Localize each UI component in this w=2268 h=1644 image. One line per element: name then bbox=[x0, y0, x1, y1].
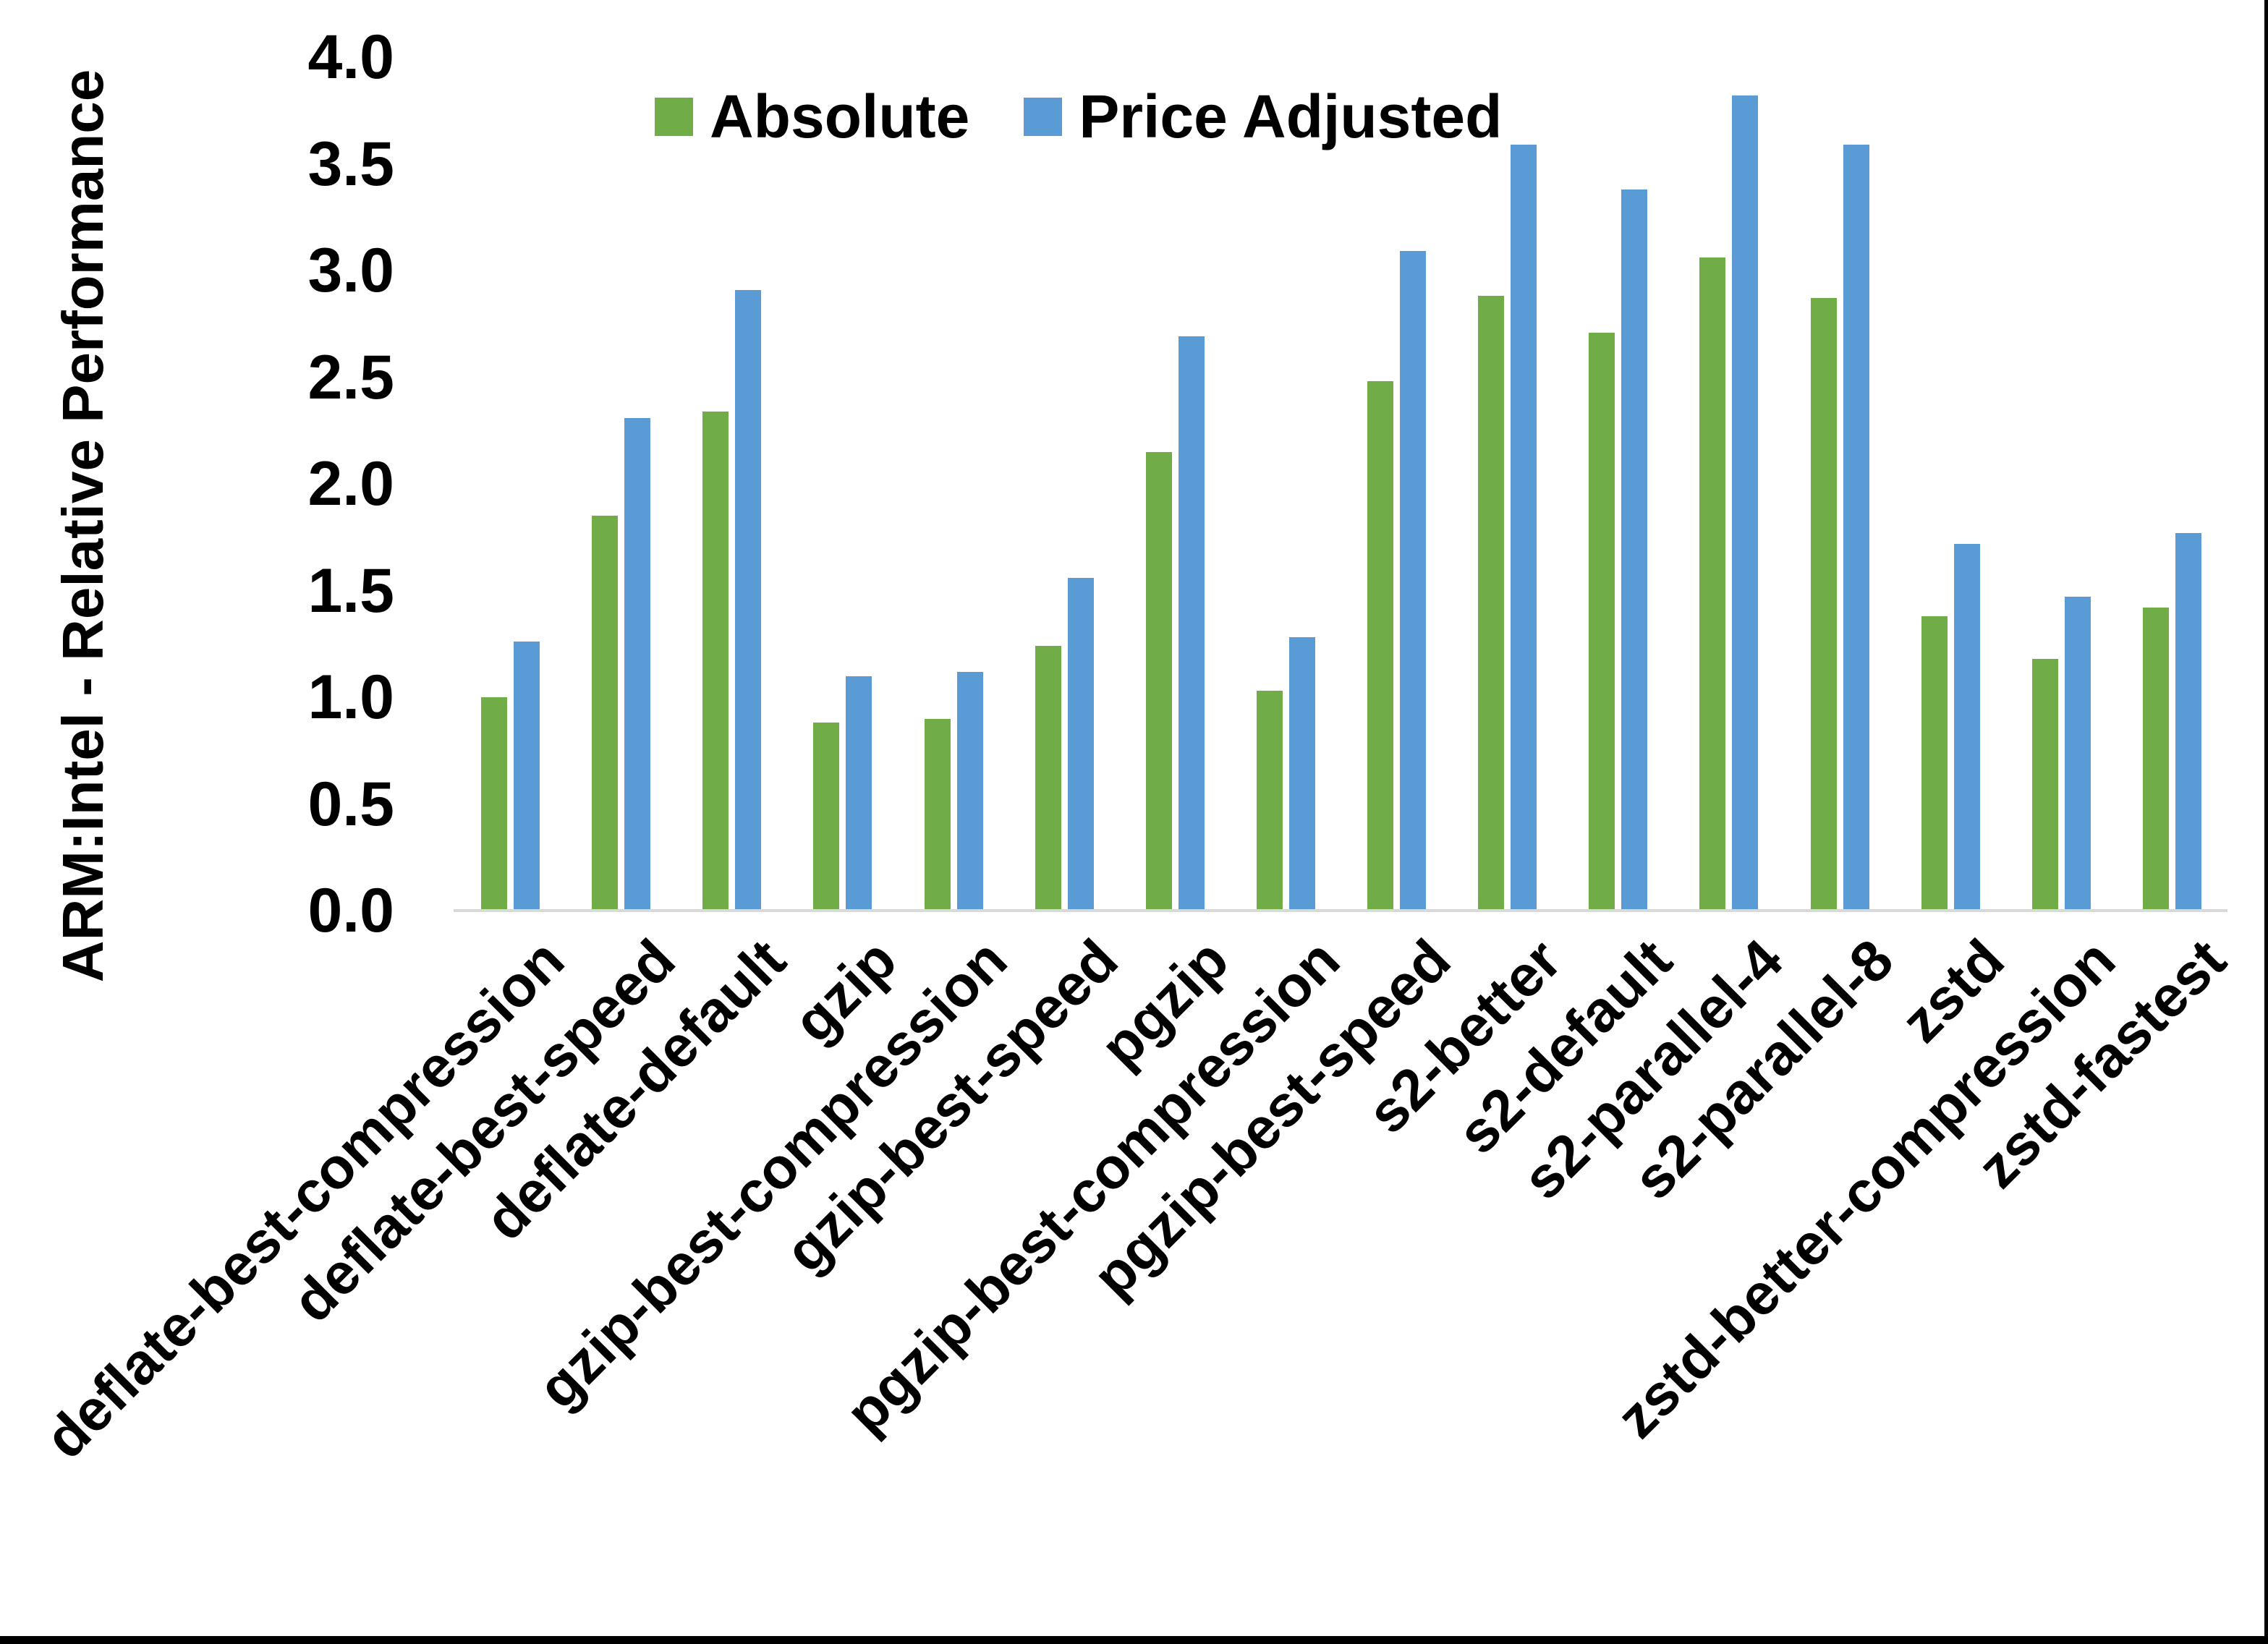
bar-price-adjusted bbox=[1067, 577, 1094, 911]
bar-absolute bbox=[592, 516, 619, 911]
bar-price-adjusted bbox=[514, 642, 540, 911]
plot-area bbox=[455, 57, 2227, 911]
y-axis-tick-label: 0.5 bbox=[307, 769, 394, 839]
legend-swatch-absolute bbox=[655, 97, 693, 136]
legend-label-absolute: Absolute bbox=[710, 82, 970, 150]
bar-absolute bbox=[481, 697, 508, 911]
bar-absolute bbox=[1478, 296, 1505, 911]
y-axis-tick-label: 1.5 bbox=[307, 555, 394, 626]
bar-price-adjusted bbox=[735, 289, 762, 911]
bar-absolute bbox=[1699, 257, 1726, 911]
bar-absolute bbox=[1035, 646, 1061, 911]
bar-absolute bbox=[702, 411, 729, 911]
bar-price-adjusted bbox=[1732, 95, 1759, 911]
bar-price-adjusted bbox=[846, 676, 872, 911]
bar-price-adjusted bbox=[956, 671, 983, 911]
bar-absolute bbox=[2031, 658, 2058, 911]
bar-absolute bbox=[1367, 381, 1394, 911]
y-axis-tick-label: 2.0 bbox=[307, 449, 394, 519]
bottom-frame-border bbox=[0, 1636, 2268, 1644]
y-axis-title: ARM:Intel - Relative Performance bbox=[51, 69, 115, 983]
bar-price-adjusted bbox=[2064, 597, 2091, 911]
bar-price-adjusted bbox=[624, 417, 651, 911]
bar-absolute bbox=[924, 718, 951, 911]
bar-price-adjusted bbox=[1843, 144, 1869, 911]
legend-item-absolute: Absolute bbox=[655, 86, 969, 147]
y-axis-tick-label: 3.5 bbox=[307, 129, 394, 199]
bar-price-adjusted bbox=[2175, 532, 2201, 911]
y-axis-tick-label: 4.0 bbox=[307, 22, 394, 92]
bar-absolute bbox=[813, 723, 840, 911]
bar-absolute bbox=[1145, 451, 1172, 911]
y-axis-tick-label: 0.0 bbox=[307, 876, 394, 945]
bar-price-adjusted bbox=[1511, 144, 1537, 911]
x-axis-labels: deflate-best-compression deflate-best-spe… bbox=[33, 927, 2238, 1616]
legend-swatch-price-adjusted bbox=[1024, 97, 1063, 136]
bar-absolute bbox=[1921, 616, 1948, 911]
bar-price-adjusted bbox=[1400, 251, 1427, 911]
x-axis-line bbox=[454, 909, 2227, 912]
y-axis-tick-label: 2.5 bbox=[307, 342, 394, 412]
legend-item-price-adjusted: Price Adjusted bbox=[1024, 86, 1502, 147]
y-axis-tick-label: 3.0 bbox=[307, 236, 394, 305]
right-frame-border bbox=[2264, 0, 2268, 1644]
bar-absolute bbox=[2142, 608, 2169, 911]
y-axis-tick-label: 1.0 bbox=[307, 663, 394, 732]
bar-price-adjusted bbox=[1953, 543, 1980, 911]
bar-absolute bbox=[1810, 298, 1837, 911]
bar-absolute bbox=[1256, 691, 1283, 911]
legend-label-price-adjusted: Price Adjusted bbox=[1079, 82, 1503, 150]
bar-price-adjusted bbox=[1288, 637, 1315, 911]
bar-price-adjusted bbox=[1621, 189, 1648, 911]
bar-absolute bbox=[1589, 332, 1615, 911]
legend: Absolute Price Adjusted bbox=[655, 86, 1502, 147]
bar-price-adjusted bbox=[1178, 336, 1205, 911]
